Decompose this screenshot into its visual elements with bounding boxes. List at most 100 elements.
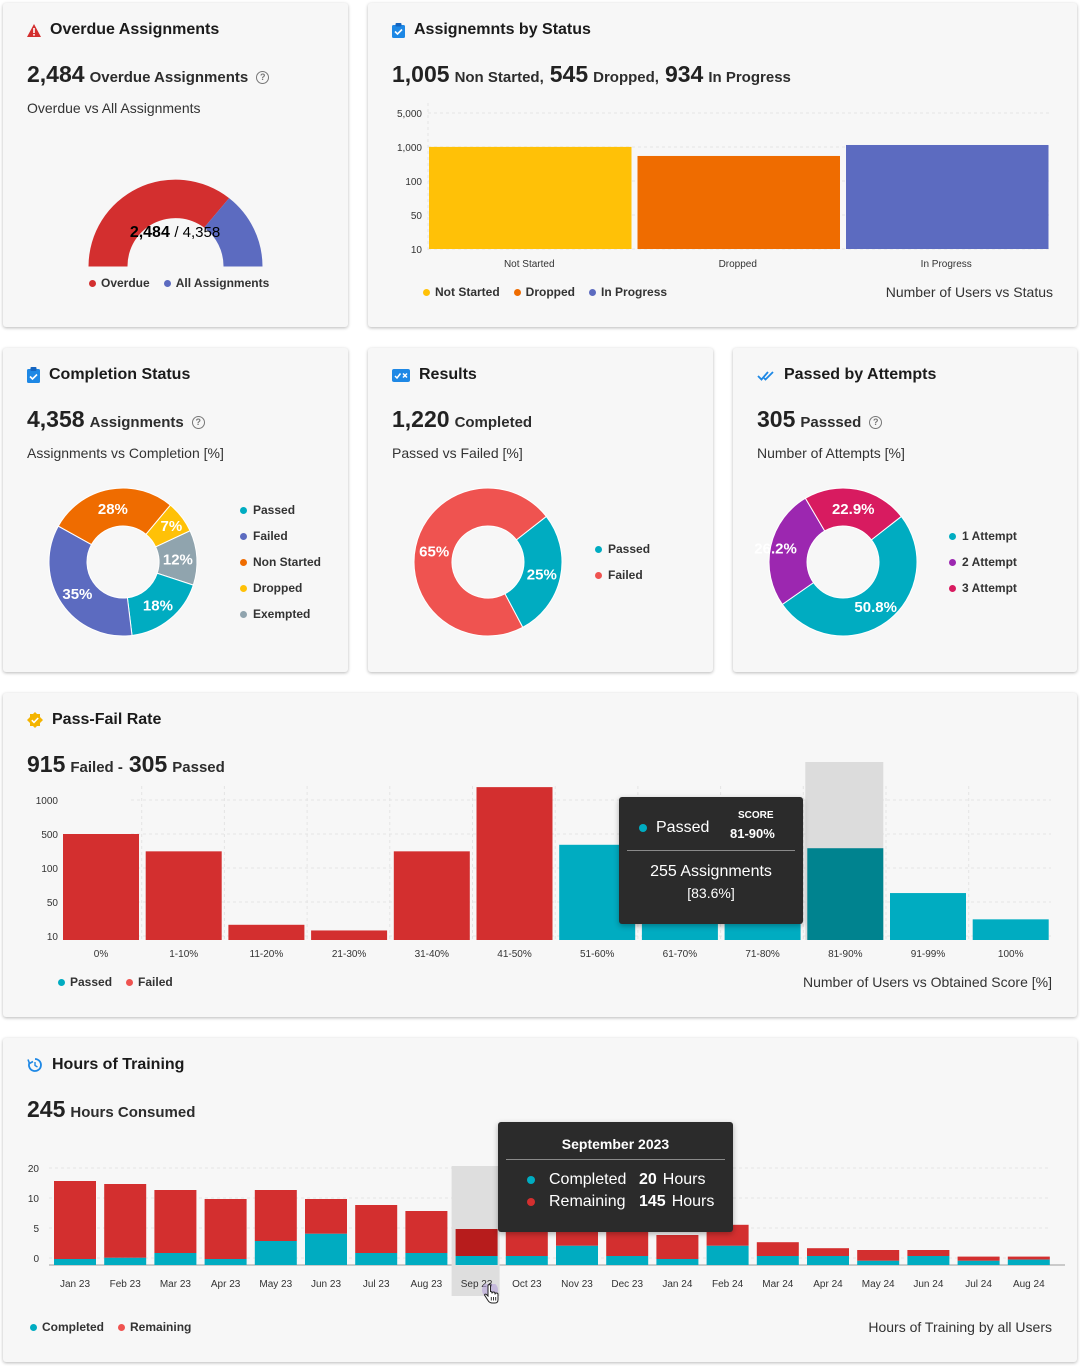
legend-3-attempt[interactable]: 3 Attempt (949, 575, 1017, 601)
bar-failed[interactable] (393, 851, 470, 940)
bar-completed[interactable] (957, 1260, 1000, 1265)
bar-failed[interactable] (311, 930, 388, 940)
bar-remaining[interactable] (857, 1250, 900, 1261)
slice-1-attempt[interactable] (781, 515, 918, 637)
legend-exempted[interactable]: Exempted (240, 601, 321, 627)
bar-failed[interactable] (145, 851, 222, 940)
legend-overdue[interactable]: Overdue (89, 276, 150, 290)
hours-card: Hours of Training 245 Hours Consumed 0 5 1… (3, 1038, 1077, 1362)
bar-remaining[interactable] (405, 1211, 448, 1253)
x-tick-label: Jan 24 (662, 1279, 692, 1290)
bar-remaining[interactable] (154, 1190, 197, 1253)
help-icon[interactable]: ? (869, 416, 883, 429)
bar-remaining[interactable] (907, 1250, 950, 1256)
slice-2-attempt[interactable] (768, 497, 826, 606)
bar-passed[interactable] (807, 848, 884, 940)
bar-passed[interactable] (972, 919, 1049, 940)
bar-completed[interactable] (455, 1256, 498, 1265)
double-check-icon (757, 370, 774, 381)
legend-passed[interactable]: Passed (240, 497, 321, 523)
bar-not-started[interactable] (429, 146, 632, 249)
bar-remaining[interactable] (54, 1181, 96, 1259)
bar-remaining[interactable] (807, 1248, 849, 1256)
bar-remaining[interactable] (756, 1242, 799, 1256)
bar-completed[interactable] (355, 1253, 398, 1265)
slice-label: 50.8% (854, 599, 897, 616)
bar-completed[interactable] (807, 1256, 849, 1265)
bar-completed[interactable] (54, 1259, 96, 1265)
bar-completed[interactable] (405, 1253, 448, 1265)
legend-failed[interactable]: Failed (126, 975, 173, 989)
bar-completed[interactable] (104, 1257, 147, 1265)
legend-not-started[interactable]: Not Started (423, 285, 500, 299)
legend-2-attempt[interactable]: 2 Attempt (949, 549, 1017, 575)
help-icon[interactable]: ? (191, 416, 205, 429)
bar-completed[interactable] (1007, 1259, 1050, 1265)
bar-remaining[interactable] (305, 1199, 347, 1234)
bar-completed[interactable] (656, 1259, 699, 1265)
x-tick-label: Oct 23 (512, 1279, 542, 1290)
bar-remaining[interactable] (957, 1256, 1000, 1261)
bar-completed[interactable] (606, 1256, 649, 1265)
slice-label: 7% (160, 518, 182, 535)
bar-remaining[interactable] (606, 1230, 649, 1256)
y-tick-label: 1,000 (397, 143, 422, 154)
bar-remaining[interactable] (1007, 1256, 1050, 1260)
slice-passed[interactable] (504, 515, 563, 629)
gauge-all-arc[interactable] (204, 198, 263, 267)
legend-failed[interactable]: Failed (595, 562, 650, 588)
legend-dropped[interactable]: Dropped (240, 575, 321, 601)
x-tick-label: 51-60% (580, 949, 615, 960)
bar-passed[interactable] (890, 893, 966, 940)
legend-passed[interactable]: Passed (58, 975, 112, 989)
slice-failed[interactable] (413, 487, 548, 637)
slice-3-attempt[interactable] (804, 487, 903, 541)
bar-completed[interactable] (505, 1256, 548, 1265)
x-tick-label: 1-10% (169, 949, 198, 960)
bar-failed[interactable] (228, 924, 305, 940)
x-tick-label: May 24 (862, 1279, 895, 1290)
bar-remaining[interactable] (656, 1235, 699, 1259)
x-tick-label: Dec 23 (611, 1279, 643, 1290)
legend-dropped[interactable]: Dropped (513, 285, 575, 299)
bar-failed[interactable] (476, 787, 553, 940)
legend-passed[interactable]: Passed (595, 536, 650, 562)
bar-remaining[interactable] (104, 1184, 147, 1258)
x-tick-label: Dropped (719, 259, 757, 270)
slice-dropped[interactable] (145, 504, 191, 548)
passfail-card: Pass-Fail Rate 915 Failed - 305 Passed 10 5… (3, 693, 1077, 1017)
slice-failed[interactable] (48, 525, 133, 637)
x-tick-label: 41-50% (497, 949, 532, 960)
bar-dropped[interactable] (637, 155, 841, 249)
bar-remaining[interactable] (254, 1190, 297, 1241)
x-tick-label: 0% (94, 949, 109, 960)
legend-all-assignments[interactable]: All Assignments (163, 276, 269, 290)
legend-completed[interactable]: Completed (30, 1320, 104, 1334)
bar-completed[interactable] (756, 1256, 799, 1265)
bar-completed[interactable] (254, 1241, 297, 1265)
bar-completed[interactable] (857, 1260, 900, 1265)
bar-in-progress[interactable] (846, 144, 1049, 249)
bar-remaining[interactable] (355, 1205, 398, 1253)
gauge-overdue-arc[interactable] (88, 179, 230, 267)
slice-label: 26.2% (754, 540, 797, 557)
legend-in-progress[interactable]: In Progress (589, 285, 667, 299)
legend-remaining[interactable]: Remaining (118, 1320, 191, 1334)
legend-non-started[interactable]: Non Started (240, 549, 321, 575)
bar-completed[interactable] (154, 1253, 197, 1265)
bar-completed[interactable] (204, 1259, 247, 1265)
bar-remaining[interactable] (204, 1199, 247, 1259)
bar-failed[interactable] (63, 834, 139, 940)
bar-completed[interactable] (305, 1233, 347, 1265)
legend-failed[interactable]: Failed (240, 523, 321, 549)
slice-non-started[interactable] (57, 487, 172, 546)
bar-completed[interactable] (556, 1245, 598, 1265)
gauge-total: / 4,358 (174, 224, 220, 241)
bar-completed[interactable] (706, 1245, 749, 1265)
bar-remaining[interactable] (455, 1229, 498, 1256)
legend-1-attempt[interactable]: 1 Attempt (949, 523, 1017, 549)
help-icon[interactable]: ? (256, 71, 270, 84)
attempts-title: Passed by Attempts (757, 366, 936, 384)
bar-completed[interactable] (907, 1256, 950, 1265)
bar-remaining[interactable] (505, 1229, 548, 1256)
